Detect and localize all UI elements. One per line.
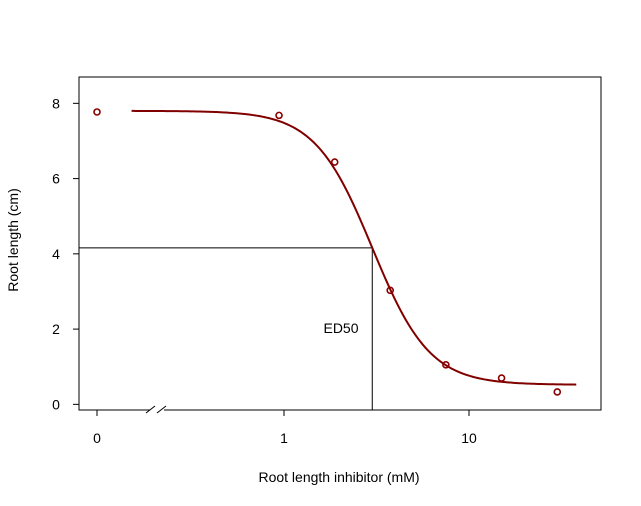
fitted-curve [131, 109, 577, 386]
y-tick-label: 6 [52, 171, 60, 187]
axis-break-mark [145, 405, 156, 414]
axis-break-mark [156, 405, 167, 414]
data-point [553, 388, 562, 396]
data-point [386, 286, 394, 295]
y-tick-label: 4 [52, 246, 60, 262]
ed50-label: ED50 [323, 320, 358, 336]
y-tick-label: 0 [52, 396, 60, 412]
y-axis-label: Root length (cm) [5, 188, 21, 291]
x-axis-label: Root length inhibitor (mM) [258, 469, 419, 485]
data-point [442, 361, 450, 369]
x-tick-label: 10 [461, 430, 477, 446]
data-point [93, 108, 101, 116]
axis-break-gap [150, 406, 164, 414]
y-tick-label: 8 [52, 95, 60, 111]
x-tick-label: 0 [93, 430, 101, 446]
data-point [497, 374, 506, 382]
data-point [330, 158, 339, 166]
y-tick-label: 2 [52, 321, 60, 337]
plot-frame [78, 76, 602, 411]
x-tick-label: 1 [280, 430, 288, 446]
data-point [275, 111, 283, 120]
